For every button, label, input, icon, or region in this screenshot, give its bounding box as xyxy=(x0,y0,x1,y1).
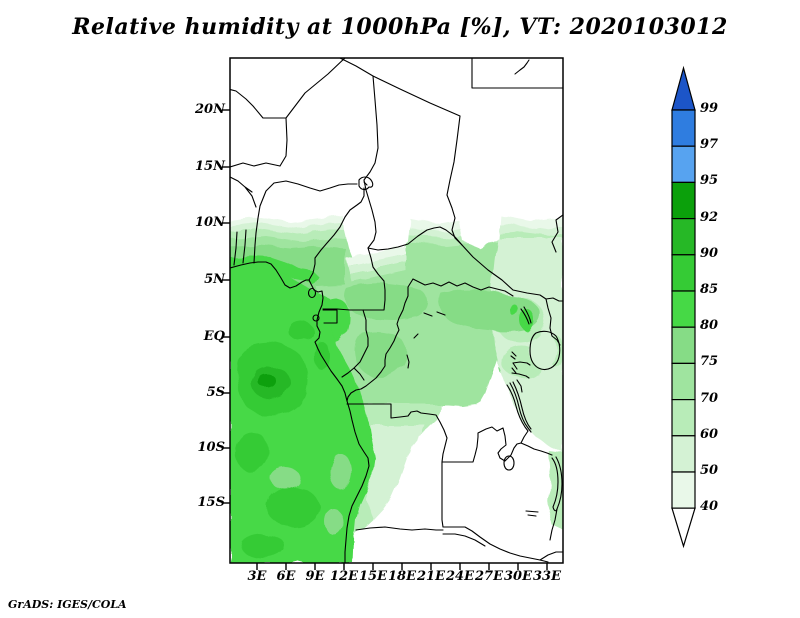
lon-tick-label: 12E xyxy=(330,569,358,584)
border-drc-angola xyxy=(346,403,448,463)
border-sudan-ethiopia-fragment xyxy=(551,214,563,253)
lon-tick-label: 27E xyxy=(475,569,503,584)
border-drc-zambia-pedicle xyxy=(441,426,553,463)
colorbar-segment xyxy=(671,326,696,365)
colorbar-segment xyxy=(671,109,696,147)
colorbar-tick-label: 99 xyxy=(700,101,719,116)
border-chad-cameroon-car xyxy=(363,179,463,251)
lon-tick-label: 30E xyxy=(504,569,532,584)
lat-tick-label: 5N xyxy=(204,272,225,287)
colorbar-segment xyxy=(671,218,696,256)
border-cameroon-car-congo xyxy=(322,247,386,311)
colorbar-segment xyxy=(671,181,696,220)
colorbar-segment xyxy=(671,471,696,509)
lat-tick-label: 10N xyxy=(195,215,225,230)
nile-river-mark xyxy=(514,59,530,75)
lon-tick-label: 3E xyxy=(247,569,267,584)
border-rwanda-burundi xyxy=(511,361,531,393)
colorbar-tick-label: 97 xyxy=(700,137,719,153)
colorbar-segment xyxy=(671,145,696,183)
colorbar-tick-label: 70 xyxy=(700,390,719,406)
lon-tick-label: 33E xyxy=(533,569,561,584)
border-zambia-west-south xyxy=(441,461,549,563)
colorbar-tick-label: 92 xyxy=(700,209,719,225)
border-nigeria-cameroon xyxy=(308,187,365,281)
humidity-shading-layer xyxy=(230,213,563,563)
colorbar-segment xyxy=(671,435,696,473)
lon-tick-label: 21E xyxy=(417,569,445,584)
lat-tick-label: 5S xyxy=(206,385,225,400)
colorbar-segment xyxy=(671,290,696,328)
colorbar-tick-label: 50 xyxy=(700,463,719,478)
border-congo-drc-ubangi xyxy=(346,278,514,402)
border-ghana-togo xyxy=(233,231,238,266)
small-island-outline xyxy=(312,314,320,322)
lake-tanganyika-outline xyxy=(506,381,532,444)
axis-ticks xyxy=(222,109,548,570)
lat-tick-label: 15N xyxy=(195,159,225,174)
lon-tick-label: 24E xyxy=(446,569,474,584)
colorbar-segment xyxy=(671,399,696,437)
border-egypt-sudan-libya xyxy=(471,58,563,89)
colorbar-arrow-top xyxy=(671,65,696,111)
border-chad-sudan-car xyxy=(446,115,563,302)
lat-tick-label: 15S xyxy=(197,495,225,510)
colorbar-tick-label: 90 xyxy=(700,245,719,261)
bioko-island-outline xyxy=(307,287,317,299)
lake-mweru-outline xyxy=(503,455,515,471)
border-equatorial-guinea xyxy=(322,309,338,324)
border-burkina-niger xyxy=(230,58,346,208)
map-frame xyxy=(229,57,564,564)
colorbar-segment xyxy=(671,254,696,292)
lat-tick-label: 10S xyxy=(197,440,225,455)
colorbar-segment xyxy=(671,362,696,401)
border-uganda-kenya xyxy=(545,298,561,346)
colorbar-tick-label: 60 xyxy=(700,426,719,442)
country-borders-layer xyxy=(230,58,563,563)
colorbar-tick-label: 95 xyxy=(700,173,719,189)
lat-tick-label: EQ xyxy=(203,329,225,344)
lon-tick-label: 9E xyxy=(305,569,325,584)
border-libya-niger-chad xyxy=(339,58,461,181)
lon-tick-label: 15E xyxy=(359,569,387,584)
congo-river-marks xyxy=(406,311,446,369)
lake-bangweulu-marks xyxy=(525,510,539,517)
lake-albert-edward-kivu-marks xyxy=(510,306,532,374)
border-togo-benin xyxy=(242,229,247,264)
colorbar-tick-label: 85 xyxy=(700,282,719,297)
border-gabon-congo xyxy=(341,309,369,381)
border-benin-nigeria-niger xyxy=(253,180,358,264)
colorbar xyxy=(671,65,696,549)
grads-credit: GrADS: IGES/COLA xyxy=(8,598,127,611)
colorbar-tick-label: 75 xyxy=(700,354,719,370)
border-namibia-caprivi xyxy=(355,526,486,547)
border-mozambique-fragments xyxy=(539,508,563,561)
colorbar-tick-label: 80 xyxy=(700,318,719,334)
colorbar-arrow-bottom xyxy=(671,507,696,549)
lake-victoria-outline xyxy=(529,330,561,371)
lon-tick-label: 6E xyxy=(276,569,296,584)
coastline-west-africa xyxy=(230,261,370,563)
plot-title: Relative humidity at 1000hPa [%], VT: 20… xyxy=(72,14,728,40)
lat-tick-label: 20N xyxy=(195,102,225,117)
colorbar-tick-label: 40 xyxy=(700,499,719,515)
lon-tick-label: 18E xyxy=(388,569,416,584)
